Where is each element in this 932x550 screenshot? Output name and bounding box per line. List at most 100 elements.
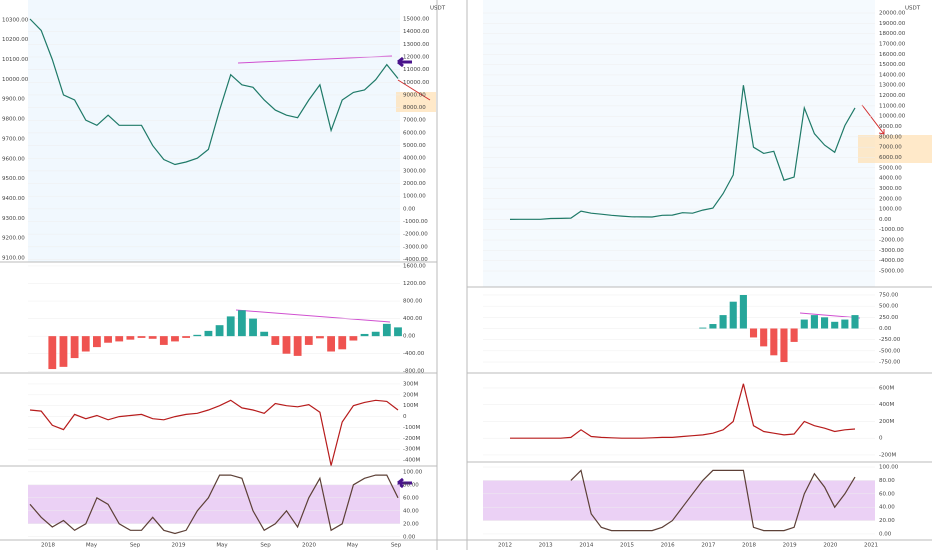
histogram-bar [810,315,818,329]
y-tick-label: 20.00 [403,521,419,527]
x-tick-label: Sep [391,543,402,549]
y-tick-label: 0.00 [879,217,892,223]
y-tick-label: 100M [403,403,418,409]
y-tick-label: 20.00 [879,518,895,524]
y-tick-label: 800.00 [403,299,423,305]
histogram-bar [137,336,146,338]
histogram-bar [193,334,202,337]
x-tick-label: Sep [130,543,141,549]
y-tick-label: 80.00 [403,482,419,488]
y-tick-label: 8000.00 [879,134,902,140]
x-tick-label: May [86,543,98,549]
histogram-bar [293,336,302,356]
histogram-bar [790,328,798,342]
x-tick-label: 2020 [823,543,837,549]
histogram-bar [304,336,313,345]
y-tick-label: 100.00 [403,469,423,475]
histogram-bar [215,325,224,337]
x-tick-label: 2021 [864,543,878,549]
y-tick-label: 8000.00 [403,105,426,111]
histogram-bar [282,336,291,354]
y-tick-label: 11000.00 [403,67,430,73]
y-tick-label: 0 [879,436,883,442]
y-tick-label: 400.00 [403,316,423,322]
y-tick-label: -300M [403,447,420,453]
y-tick-label: 20000.00 [879,11,906,17]
y-tick-label: 13000.00 [879,83,906,89]
y-tick-label: 1600.00 [403,263,426,269]
series-line [510,383,856,439]
arrow [861,104,885,135]
y-tick-label: 200M [403,392,418,398]
y-tick-label: -1000.00 [403,219,428,225]
histogram-bar [204,330,213,337]
x-tick-label: 2014 [579,543,593,549]
y-tick-label: 40.00 [403,508,419,514]
y2-tick-label: 9100.00 [2,256,25,262]
trend-line [235,309,391,323]
y-tick-label: -800.00 [403,369,425,375]
y-tick-label: 2000.00 [879,196,902,202]
y-tick-label: -4000.00 [403,257,428,263]
histogram-bar [394,327,402,337]
histogram-bar [316,336,324,339]
y-tick-label: 0.00 [879,326,892,332]
arrow [397,56,412,68]
histogram-bar [821,317,829,329]
y-tick-label: 60.00 [403,495,419,501]
y2-tick-label: 9700.00 [2,136,25,142]
series-line [509,85,856,220]
arrow [397,79,431,101]
y2-tick-label: 10200.00 [2,37,29,43]
y-tick-label: 40.00 [879,505,895,511]
histogram-bar [831,321,839,329]
x-tick-label: 2019 [783,543,797,549]
series-line [29,474,399,535]
histogram-bar [749,328,758,338]
y2-tick-label: 10000.00 [2,77,29,83]
y-tick-label: 300M [403,381,418,387]
histogram-bar [126,336,135,340]
y-tick-label: 15000.00 [403,16,430,22]
y-tick-label: 12000.00 [403,54,430,60]
y-tick-label: 2000.00 [403,181,426,187]
histogram-bar [709,324,717,329]
histogram-bar [93,336,101,348]
channel-area [483,0,875,287]
y-tick-label: 750.00 [879,292,899,298]
y2-tick-label: 9900.00 [2,97,25,103]
y-tick-label: 9000.00 [879,124,902,130]
histogram-bar [382,323,391,337]
y-tick-label: 1000.00 [879,207,902,213]
y2-tick-label: 9600.00 [2,156,25,162]
y-tick-label: 10000.00 [879,114,906,120]
y-tick-label: -1000.00 [879,227,904,233]
y2-tick-label: 10300.00 [2,17,29,23]
series-line [29,399,399,466]
y-tick-label: -2000.00 [403,232,428,238]
y2-tick-label: 9400.00 [2,196,25,202]
unit-label: USDT [905,6,921,12]
histogram-bar [249,318,257,337]
y-tick-label: 9000.00 [403,92,426,98]
histogram-bar [148,336,157,339]
histogram-bar [237,310,246,337]
histogram-bar [851,315,859,329]
y-tick-label: -750.00 [879,360,901,366]
y-tick-label: 19000.00 [879,21,906,27]
unit-label: USDT [430,6,446,12]
histogram-bar [260,331,269,337]
y-tick-label: 4000.00 [403,156,426,162]
y2-tick-label: 10100.00 [2,57,29,63]
y-tick-label: 0.00 [879,531,892,537]
y-tick-label: 13000.00 [403,42,430,48]
y2-tick-label: 9200.00 [2,236,25,242]
y-tick-label: 5000.00 [403,143,426,149]
y-tick-label: 0.00 [403,206,416,212]
y-tick-label: -400M [403,458,420,464]
y-tick-label: 16000.00 [879,52,906,58]
histogram-bar [59,336,68,367]
y2-tick-label: 9800.00 [2,117,25,123]
x-tick-label: 2018 [742,543,756,549]
